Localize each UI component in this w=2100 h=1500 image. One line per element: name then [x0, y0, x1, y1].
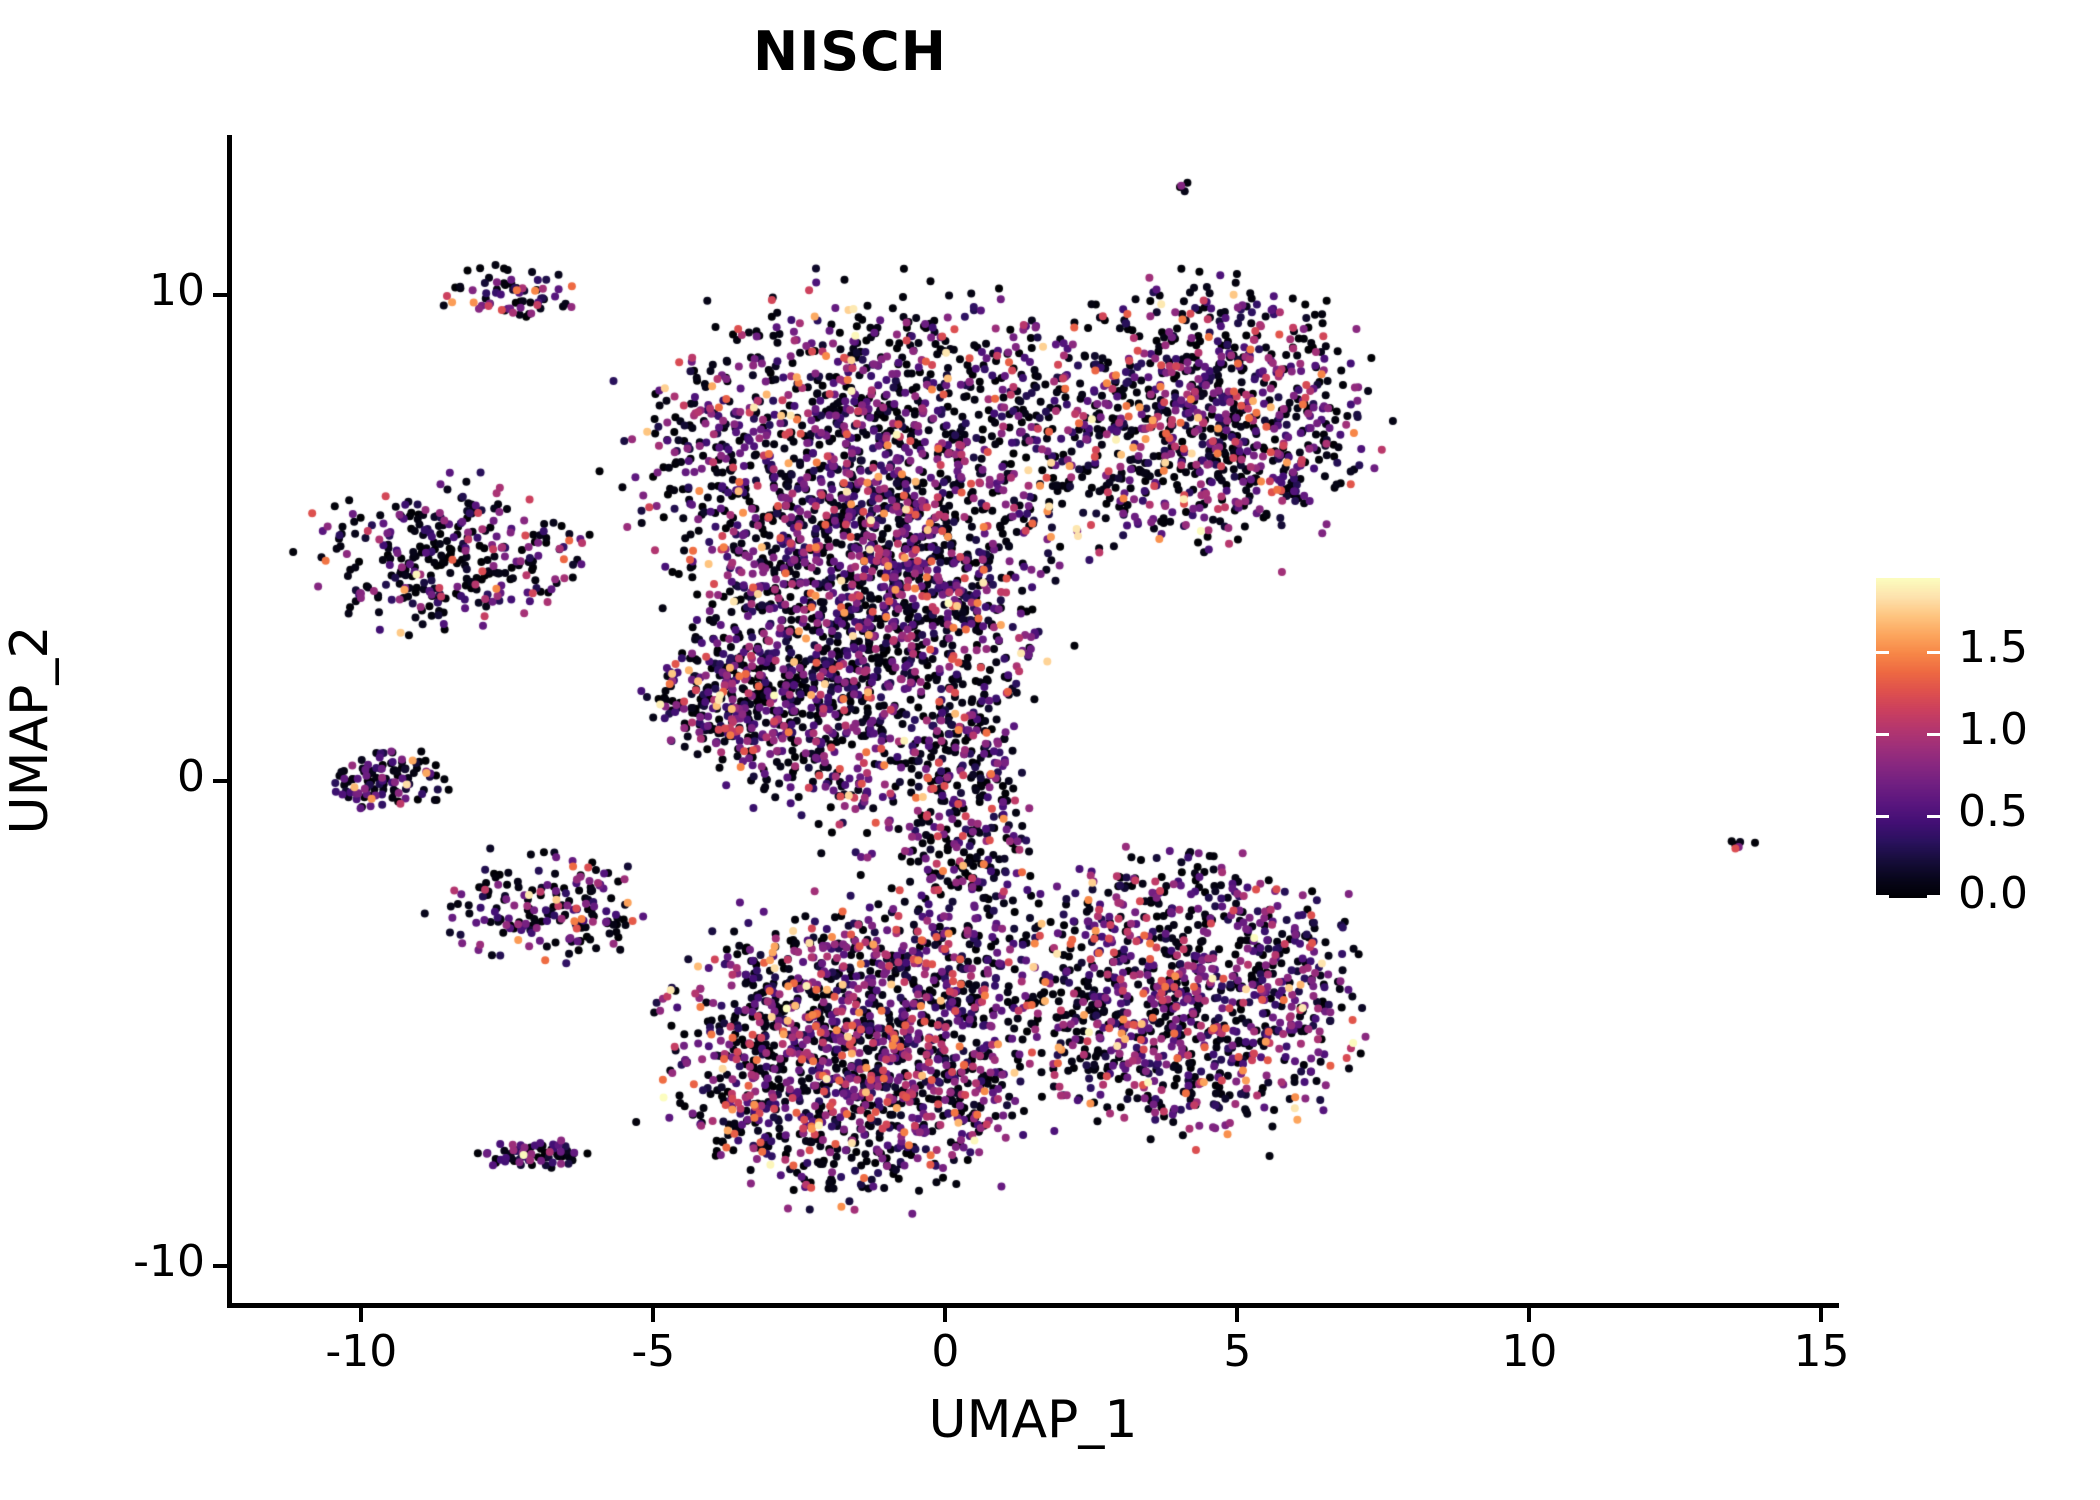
y-tick-mark [213, 1264, 227, 1269]
y-tick-label: 0 [177, 750, 205, 802]
y-tick-mark [213, 778, 227, 783]
scatter-plot-canvas [232, 135, 1842, 1308]
colorbar-tick-mark [1876, 650, 1889, 654]
x-tick-mark [1819, 1308, 1824, 1322]
colorbar-tick-mark [1927, 650, 1940, 654]
x-tick-label: -5 [631, 1326, 676, 1377]
colorbar-gradient [1876, 578, 1940, 898]
x-tick-mark [651, 1308, 656, 1322]
colorbar-tick-mark [1927, 814, 1940, 818]
y-axis-spine [227, 135, 232, 1308]
colorbar-tick-mark [1927, 732, 1940, 736]
colorbar-tick-label: 1.5 [1958, 621, 2028, 673]
x-tick-mark [943, 1308, 948, 1322]
y-axis-label: UMAP_2 [0, 625, 60, 835]
colorbar-tick-mark [1927, 895, 1940, 898]
y-tick-label: -10 [133, 1236, 205, 1288]
x-tick-label: 10 [1501, 1326, 1558, 1377]
colorbar-tick-mark [1876, 814, 1889, 818]
y-tick-label: 10 [149, 265, 205, 317]
x-tick-label: 0 [931, 1326, 960, 1377]
colorbar-tick-mark [1876, 732, 1889, 736]
x-tick-label: 5 [1223, 1326, 1252, 1377]
x-tick-label: 15 [1793, 1326, 1850, 1377]
y-axis-ticks: -10 0 10 [0, 0, 205, 1500]
y-tick-mark [213, 293, 227, 298]
colorbar-tick-mark [1876, 895, 1889, 898]
colorbar-tick-label: 0.0 [1958, 868, 2028, 919]
x-axis-spine [227, 1303, 1839, 1308]
page-title: NISCH [753, 20, 947, 83]
colorbar: 0.0 0.5 1.0 1.5 [1876, 578, 2086, 919]
x-tick-mark [359, 1308, 364, 1322]
colorbar-tick-label: 1.0 [1958, 703, 2028, 755]
x-tick-mark [1235, 1308, 1240, 1322]
colorbar-tick-label: 0.5 [1958, 785, 2028, 837]
x-tick-mark [1527, 1308, 1532, 1322]
x-tick-label: -10 [325, 1326, 398, 1377]
x-axis-label: UMAP_1 [928, 1390, 1138, 1450]
